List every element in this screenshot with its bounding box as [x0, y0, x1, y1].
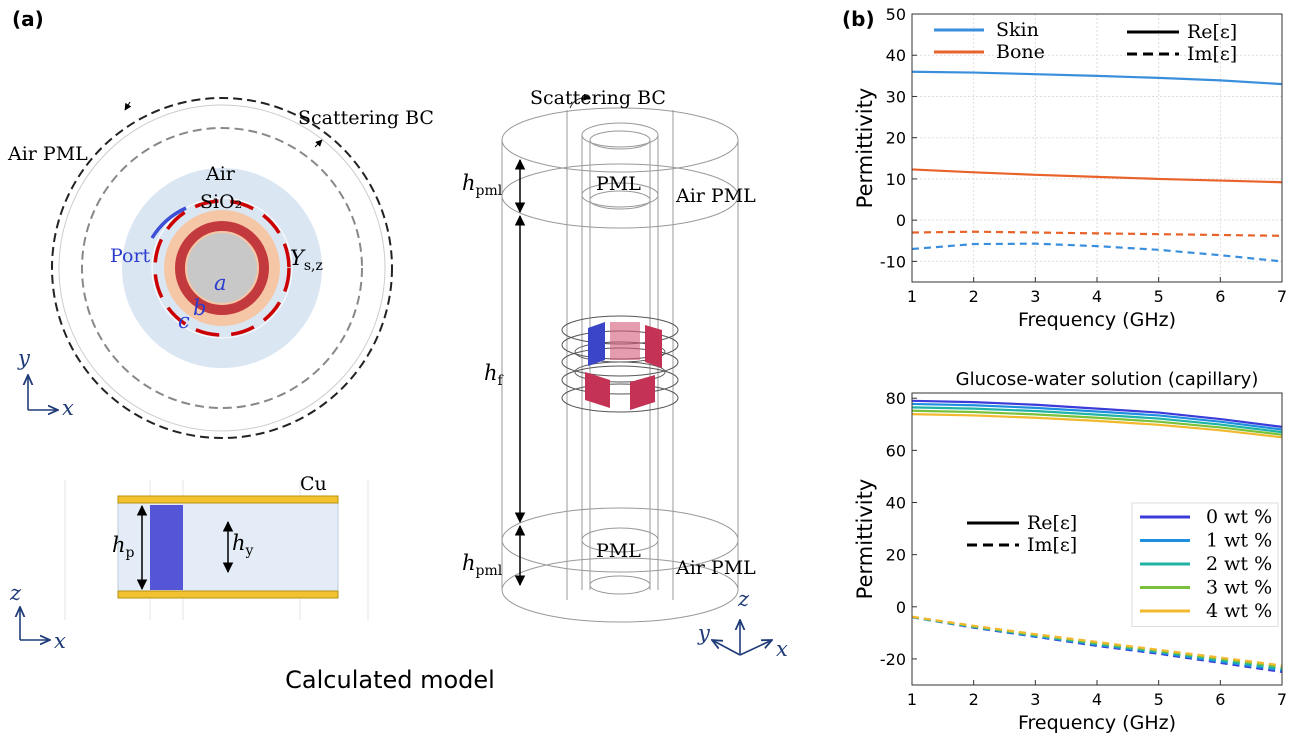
y-tick-label: 0	[896, 211, 906, 230]
x-tick-label: 3	[1030, 690, 1040, 709]
legend-label: 4 wt %	[1206, 600, 1272, 622]
axis-label: z	[9, 581, 22, 605]
axis-label: x	[776, 637, 788, 661]
chart-title: Glucose-water solution (capillary)	[956, 369, 1259, 390]
x-tick-label: 7	[1277, 690, 1287, 709]
x-tick-label: 6	[1215, 690, 1225, 709]
label: c	[178, 309, 190, 333]
legend-label: Re[ε]	[1027, 512, 1077, 534]
label: PML	[596, 540, 641, 562]
legend-label: Skin	[996, 19, 1039, 41]
axis-label: y	[17, 346, 31, 370]
label: b	[193, 296, 206, 320]
x-axis-label: Frequency (GHz)	[1018, 712, 1176, 734]
label: hpml	[462, 171, 503, 199]
x-axis-label: Frequency (GHz)	[1018, 309, 1176, 331]
legend-label: Im[ε]	[1027, 534, 1077, 556]
label: hpml	[462, 551, 503, 579]
x-tick-label: 4	[1092, 287, 1102, 306]
x-tick-label: 7	[1277, 287, 1287, 306]
label: Scattering BC	[530, 87, 666, 109]
x-tick-label: 2	[969, 690, 979, 709]
legend-label: 0 wt %	[1206, 506, 1272, 528]
x-tick-label: 2	[969, 287, 979, 306]
axis-label: x	[54, 629, 66, 653]
y-tick-label: 20	[886, 546, 906, 565]
axis-label: z	[737, 587, 750, 611]
legend-label: Bone	[996, 41, 1045, 63]
x-tick-label: 6	[1215, 287, 1225, 306]
label: Air PML	[675, 185, 756, 207]
model-3d-labels: Scattering BC hpml PML Air PML hf hpml P…	[462, 87, 788, 661]
x-tick-label: 3	[1030, 287, 1040, 306]
y-tick-label: 30	[886, 87, 906, 106]
y-tick-label: 10	[886, 170, 906, 189]
x-tick-label: 5	[1154, 690, 1164, 709]
label: Scattering BC	[298, 107, 434, 129]
y-tick-label: 50	[886, 5, 906, 24]
legend-label: Im[ε]	[1187, 43, 1237, 65]
y-tick-label: 60	[886, 441, 906, 460]
label: PML	[596, 173, 641, 195]
label: a	[214, 271, 227, 295]
label: Port	[110, 245, 151, 267]
caption: Calculated model	[285, 666, 495, 694]
label: hf	[484, 361, 505, 389]
figure: (a) (b) Air PML Scattering BC Air SiO₂ P…	[0, 0, 1299, 748]
panel-label: (b)	[842, 7, 875, 31]
top-view: Air PML Scattering BC Air SiO₂ Port a b …	[7, 98, 434, 438]
axis-label: x	[62, 396, 74, 420]
side-view: Cu hp hy z x Calculated model	[9, 473, 495, 694]
legend-label: 1 wt %	[1206, 530, 1272, 552]
y-tick-label: 40	[886, 494, 906, 513]
x-tick-label: 4	[1092, 690, 1102, 709]
panel-label: (a)	[12, 7, 44, 31]
y-tick-label: 40	[886, 46, 906, 65]
label: Air PML	[675, 557, 756, 579]
y-axis-label: Permittivity	[853, 88, 877, 209]
y-tick-label: -20	[880, 650, 906, 669]
label: SiO₂	[200, 191, 242, 213]
legend-label: 3 wt %	[1206, 577, 1272, 599]
label: Air	[205, 163, 236, 185]
label: Cu	[300, 473, 327, 495]
axis-label: y	[697, 621, 711, 645]
y-tick-label: 80	[886, 389, 906, 408]
y-axis-label: Permittivity	[853, 479, 877, 600]
label: Air PML	[7, 143, 88, 165]
y-tick-label: -10	[880, 252, 906, 271]
y-tick-label: 0	[896, 598, 906, 617]
x-tick-label: 1	[907, 287, 917, 306]
legend-label: Re[ε]	[1187, 21, 1237, 43]
legend-label: 2 wt %	[1206, 553, 1272, 575]
y-tick-label: 20	[886, 129, 906, 148]
x-tick-label: 5	[1154, 287, 1164, 306]
x-tick-label: 1	[907, 690, 917, 709]
